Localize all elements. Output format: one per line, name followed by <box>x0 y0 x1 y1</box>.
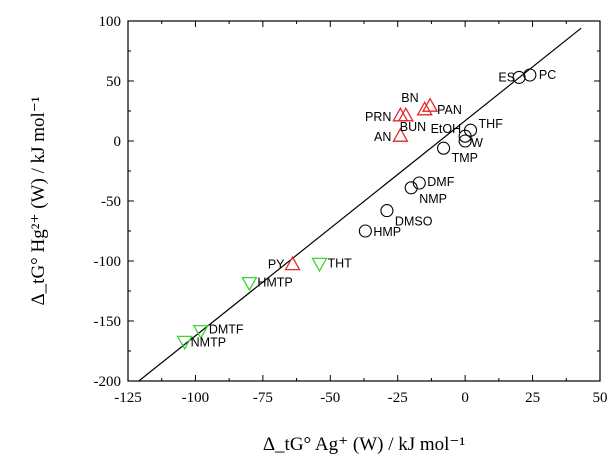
pan-point <box>421 97 439 112</box>
bun-point <box>397 106 414 122</box>
point-label: EtOH <box>431 122 462 136</box>
es-point <box>512 70 526 84</box>
point-label: AN <box>374 130 391 144</box>
dmf-point <box>412 176 426 190</box>
point-label: DMSO <box>395 215 433 229</box>
point-label: BN <box>401 91 418 105</box>
fit-line <box>138 27 582 381</box>
x-tick-label: -25 <box>388 390 408 406</box>
point-label: ES <box>498 70 515 84</box>
y-tick-label: -150 <box>94 314 122 330</box>
tmp-point <box>437 141 451 155</box>
x-axis-title: Δ_tG° Ag⁺ (W) / kJ mol⁻¹ <box>263 434 466 455</box>
tht-point <box>311 257 328 273</box>
point-label: PC <box>539 68 556 82</box>
point-label: THT <box>327 256 352 270</box>
point-label: NMTP <box>191 335 226 349</box>
nmtp-point <box>176 335 193 351</box>
nmp-point <box>404 181 418 195</box>
point-label: PAN <box>437 103 462 117</box>
point-label: HMTP <box>257 276 292 290</box>
point-label: DMTF <box>209 323 244 337</box>
y-tick-label: 100 <box>99 14 122 30</box>
x-tick-label: 0 <box>461 390 469 406</box>
hmp-point <box>358 224 372 238</box>
point-label: PY <box>268 258 285 272</box>
x-tick-label: -125 <box>114 390 142 406</box>
x-tick-label: -50 <box>320 390 340 406</box>
y-tick-label: -200 <box>94 374 122 390</box>
w-point <box>458 134 472 148</box>
point-label: THF <box>479 117 504 131</box>
hmtp-point <box>241 276 258 292</box>
etoh-point <box>458 129 472 143</box>
axis-titles: Δ_tG° Ag⁺ (W) / kJ mol⁻¹ Δ_tG° Hg²⁺ (W) /… <box>28 96 465 455</box>
dmso-point <box>380 204 394 218</box>
dmtf-point <box>192 324 209 340</box>
y-tick-label: -100 <box>94 254 122 270</box>
y-tick-label: -50 <box>101 194 121 210</box>
point-label: HMP <box>373 225 401 239</box>
point-label: DMF <box>427 175 454 189</box>
pc-point <box>523 68 537 82</box>
y-axis-title: Δ_tG° Hg²⁺ (W) / kJ mol⁻¹ <box>28 96 49 305</box>
y-tick-label: 0 <box>114 134 122 150</box>
point-label: TMP <box>452 151 478 165</box>
axes: -125 -100 -75 -50 -25 0 25 50 -200 -150 -100 -50 0 50… <box>94 14 608 406</box>
data-points <box>176 68 537 351</box>
x-tick-label: 25 <box>525 390 540 406</box>
an-point <box>392 127 409 142</box>
x-tick-label: -100 <box>182 390 210 406</box>
point-label: PRN <box>365 110 391 124</box>
point-label: W <box>471 136 483 150</box>
y-tick-label: 50 <box>106 74 121 90</box>
point-label: BUN <box>400 120 426 134</box>
bn-point <box>416 100 433 116</box>
py-point <box>284 255 301 271</box>
x-tick-label: 50 <box>593 390 608 406</box>
x-tick-label: -75 <box>253 390 273 406</box>
fit-line-layer <box>138 27 582 381</box>
point-label: NMP <box>419 192 447 206</box>
